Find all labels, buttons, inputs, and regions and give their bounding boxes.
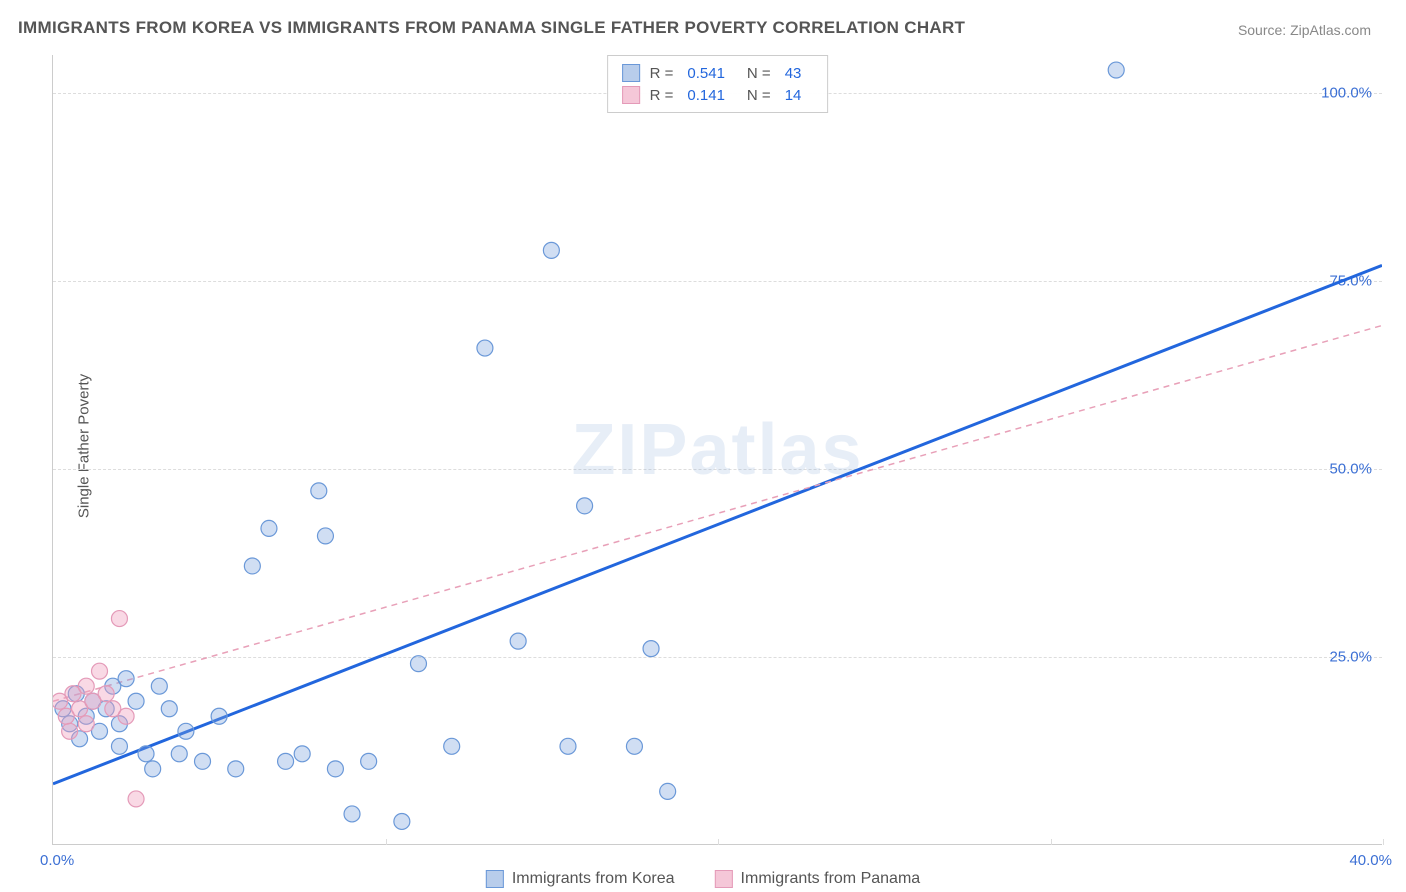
n-label: N = xyxy=(747,65,771,82)
n-label: N = xyxy=(747,87,771,104)
gridline-v xyxy=(1383,839,1384,845)
swatch-korea xyxy=(622,64,640,82)
data-point xyxy=(311,483,327,499)
data-point xyxy=(278,753,294,769)
data-point xyxy=(228,761,244,777)
source-attribution: Source: ZipAtlas.com xyxy=(1238,22,1371,38)
legend-label-korea: Immigrants from Korea xyxy=(512,870,675,888)
data-point xyxy=(151,678,167,694)
r-label: R = xyxy=(650,87,674,104)
data-point xyxy=(161,701,177,717)
r-value-panama: 0.141 xyxy=(687,87,725,104)
data-point xyxy=(195,753,211,769)
data-point xyxy=(138,746,154,762)
data-point xyxy=(643,641,659,657)
plot-area: ZIPatlas R = 0.541 N = 43 R = 0.141 N = … xyxy=(52,55,1382,845)
n-value-korea: 43 xyxy=(785,65,802,82)
data-point xyxy=(92,663,108,679)
legend-label-panama: Immigrants from Panama xyxy=(741,870,921,888)
data-point xyxy=(327,761,343,777)
data-point xyxy=(560,738,576,754)
n-value-panama: 14 xyxy=(785,87,802,104)
data-point xyxy=(626,738,642,754)
x-origin-label: 0.0% xyxy=(40,852,74,869)
chart-title: IMMIGRANTS FROM KOREA VS IMMIGRANTS FROM… xyxy=(18,18,965,38)
data-point xyxy=(1108,62,1124,78)
data-point xyxy=(660,783,676,799)
data-point xyxy=(78,678,94,694)
r-value-korea: 0.541 xyxy=(687,65,725,82)
data-point xyxy=(111,738,127,754)
data-point xyxy=(98,686,114,702)
data-point xyxy=(118,671,134,687)
scatter-plot xyxy=(53,55,1382,844)
data-point xyxy=(477,340,493,356)
legend-item-korea: Immigrants from Korea xyxy=(486,870,675,888)
data-point xyxy=(211,708,227,724)
legend-swatch-panama xyxy=(715,870,733,888)
data-point xyxy=(577,498,593,514)
data-point xyxy=(394,813,410,829)
data-point xyxy=(317,528,333,544)
trendline xyxy=(53,265,1382,783)
data-point xyxy=(171,746,187,762)
data-point xyxy=(118,708,134,724)
trendline xyxy=(53,326,1382,702)
data-point xyxy=(145,761,161,777)
bottom-legend: Immigrants from Korea Immigrants from Pa… xyxy=(486,870,920,888)
swatch-panama xyxy=(622,86,640,104)
r-label: R = xyxy=(650,65,674,82)
correlation-stats-box: R = 0.541 N = 43 R = 0.141 N = 14 xyxy=(607,55,829,113)
data-point xyxy=(444,738,460,754)
data-point xyxy=(510,633,526,649)
data-point xyxy=(410,656,426,672)
data-point xyxy=(543,242,559,258)
legend-swatch-korea xyxy=(486,870,504,888)
data-point xyxy=(244,558,260,574)
legend-item-panama: Immigrants from Panama xyxy=(715,870,921,888)
data-point xyxy=(78,716,94,732)
data-point xyxy=(128,791,144,807)
x-max-label: 40.0% xyxy=(1349,852,1392,869)
stats-row-korea: R = 0.541 N = 43 xyxy=(622,62,814,84)
stats-row-panama: R = 0.141 N = 14 xyxy=(622,84,814,106)
data-point xyxy=(111,611,127,627)
data-point xyxy=(128,693,144,709)
data-point xyxy=(178,723,194,739)
data-point xyxy=(261,520,277,536)
data-point xyxy=(361,753,377,769)
data-point xyxy=(294,746,310,762)
data-point xyxy=(344,806,360,822)
data-point xyxy=(62,723,78,739)
